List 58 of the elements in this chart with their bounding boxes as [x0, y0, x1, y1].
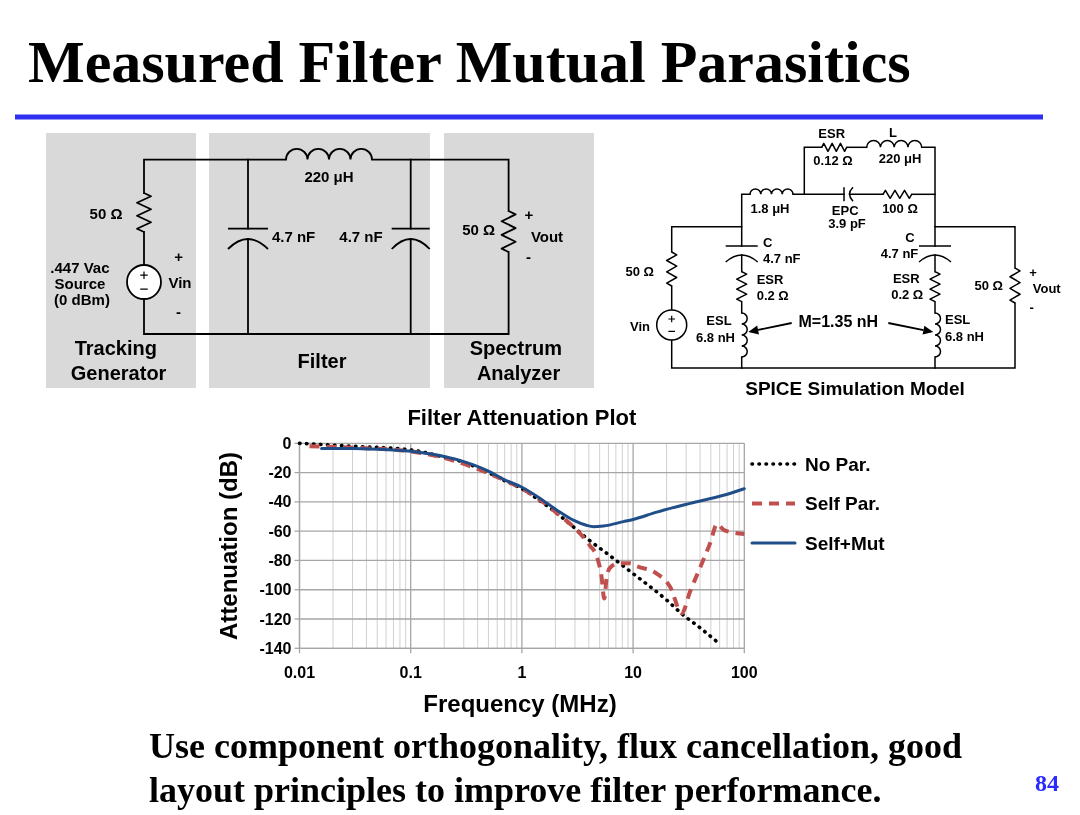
text: C 4.7 nF	[880, 229, 919, 260]
y-tick-label: -100	[259, 581, 292, 599]
text: +	[174, 247, 184, 265]
y-tick-label: 0	[282, 434, 292, 452]
text: ESL 6.8 nH	[945, 311, 985, 344]
text: 50 Ω	[974, 277, 1003, 293]
text: 100 Ω	[882, 200, 918, 216]
legend-label: Self+Mut	[805, 532, 886, 554]
text: 84	[1035, 770, 1059, 796]
y-axis-title: Attenuation (dB)	[214, 452, 242, 640]
text: 220 μH	[304, 167, 354, 185]
text: -	[1029, 299, 1034, 315]
text: Vin	[168, 273, 192, 291]
text: C 4.7 nF	[763, 234, 801, 266]
legend-label: No Par.	[805, 453, 871, 475]
text: ESL 6.8 nH	[695, 312, 735, 344]
text: Use component orthogonality, flux cancellation, good layout principles to improve filter performance.	[149, 726, 972, 810]
x-tick-label: 100	[730, 663, 758, 681]
text: 50 Ω	[462, 220, 496, 238]
text: Filter	[297, 350, 347, 372]
text: Vout	[1032, 280, 1062, 296]
legend-label: Self Par.	[805, 493, 880, 514]
text: 220 μH	[878, 150, 922, 166]
text: .447 Vac Source (0 dBm)	[50, 258, 114, 308]
y-tick-label: -20	[268, 464, 292, 482]
text: 0.12 Ω	[813, 152, 853, 168]
x-tick-label: 10	[624, 663, 643, 681]
text: ESR	[818, 125, 846, 141]
y-tick-label: -40	[268, 493, 292, 511]
text: M=1.35 nH	[798, 312, 879, 330]
text: EPC 3.9 pF	[828, 202, 866, 231]
text: L	[889, 124, 898, 140]
chart-title: Filter Attenuation Plot	[407, 404, 638, 430]
text: 1.8 μH	[750, 200, 790, 216]
text: ESR 0.2 Ω	[756, 271, 789, 303]
text: 50 Ω	[625, 263, 654, 279]
x-tick-label: 1	[517, 663, 527, 681]
text: Vin	[630, 318, 651, 334]
y-tick-label: -140	[259, 639, 292, 657]
text: +	[524, 205, 534, 223]
text: Spectrum Analyzer	[469, 337, 568, 384]
y-tick-label: -60	[268, 522, 292, 540]
y-tick-label: -80	[268, 551, 292, 569]
text: Vout	[530, 227, 564, 245]
y-tick-label: -120	[259, 610, 292, 628]
text: ESR 0.2 Ω	[891, 270, 924, 301]
text: -	[526, 247, 532, 265]
text: +	[1029, 264, 1038, 280]
x-tick-label: 0.01	[283, 663, 316, 681]
text: 4.7 nF	[339, 227, 383, 245]
text: SPICE Simulation Model	[745, 377, 965, 399]
text: Tracking Generator	[70, 337, 167, 384]
text: -	[176, 302, 182, 320]
x-axis-title: Frequency (MHz)	[423, 689, 617, 717]
text: 4.7 nF	[271, 227, 316, 245]
text: Measured Filter Mutual Parasitics	[28, 29, 911, 95]
text: 50 Ω	[89, 204, 123, 221]
x-tick-label: 0.1	[399, 663, 422, 681]
